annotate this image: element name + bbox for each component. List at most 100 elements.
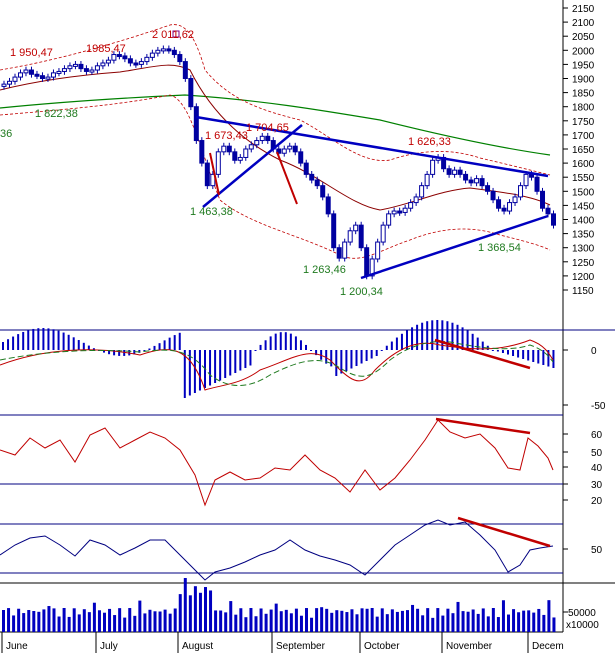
volume-bar [173, 608, 177, 632]
volume-bar [330, 612, 334, 632]
macd-bar [37, 328, 40, 350]
macd-bar [335, 350, 338, 376]
macd-bar [168, 337, 171, 350]
macd-bar [113, 350, 116, 356]
candle [540, 187, 546, 212]
price-tick-label: 1700 [572, 131, 595, 142]
volume-bar [289, 613, 293, 632]
macd-bar [138, 350, 141, 353]
candle [1, 80, 7, 90]
candle [523, 170, 529, 190]
peak-marker [172, 30, 180, 38]
macd-bar [198, 350, 201, 391]
volume-bar [284, 609, 288, 632]
macd-bar [496, 350, 499, 352]
candle [34, 70, 40, 80]
month-label: Decem [532, 641, 564, 652]
volume-bar [416, 608, 420, 632]
macd-bar [507, 350, 509, 355]
macd-bar [148, 348, 151, 350]
volume-bar [158, 611, 162, 632]
volume-bar [42, 609, 46, 632]
volume-bar [451, 613, 455, 632]
candle [419, 182, 425, 201]
macd-bar [224, 350, 227, 378]
candle [12, 73, 18, 85]
macd-bar [436, 320, 439, 350]
candle [375, 238, 381, 263]
candle [111, 51, 117, 64]
candle [133, 59, 139, 68]
volume-bar [178, 594, 182, 632]
price-tick-label: 2150 [572, 4, 595, 15]
macd-bar [62, 332, 65, 350]
candle [281, 145, 287, 157]
macd-bar [289, 333, 292, 350]
candle [127, 55, 133, 67]
price-tick-label: 2000 [572, 46, 595, 57]
volume-bar [113, 615, 117, 632]
macd-bar [229, 350, 232, 376]
candle [221, 142, 227, 156]
candle [501, 204, 507, 215]
macd-bar [421, 322, 424, 350]
volume-bar [254, 616, 258, 632]
candle [298, 148, 304, 167]
macd-bar [456, 324, 459, 350]
macd-bar [163, 340, 166, 350]
macd-bar [491, 350, 494, 351]
macd-bar [380, 350, 383, 351]
volume-bar [335, 610, 339, 632]
volume-bar [507, 614, 510, 632]
volume-bar [406, 610, 409, 632]
candle [336, 244, 342, 262]
volume-bar [294, 608, 298, 632]
volume-bar [512, 609, 516, 632]
volume-bar [133, 615, 137, 632]
candle [105, 56, 111, 67]
volume-bar [224, 612, 228, 632]
volume-bar [239, 608, 243, 632]
macd-bar [193, 350, 196, 393]
volume-bar [345, 612, 349, 632]
candle [314, 176, 320, 190]
macd-bar [299, 340, 302, 350]
volume-bar [395, 611, 399, 632]
volume-bar [315, 608, 319, 632]
candle [45, 73, 51, 82]
macd-bar [244, 350, 247, 368]
candle [303, 159, 309, 178]
indicator-tick-label: 50 [591, 545, 603, 556]
macd-bar [234, 350, 237, 373]
volume-bar [522, 610, 526, 632]
month-label: July [100, 641, 118, 652]
volume-bar [476, 613, 480, 632]
macd-bar [395, 337, 398, 350]
macd-bar [173, 335, 176, 350]
candle [259, 132, 265, 144]
macd-bar [17, 334, 20, 350]
price-tick-label: 1600 [572, 159, 595, 170]
price-tick-label: 1500 [572, 187, 595, 198]
macd-bar [7, 339, 10, 350]
macd-bar [219, 350, 222, 381]
volume-bar [244, 617, 248, 632]
macd-bar [72, 337, 75, 350]
volume-bar [375, 616, 379, 632]
price-tick-label: 1900 [572, 75, 595, 86]
macd-bar [77, 340, 80, 350]
macd-bar [264, 340, 267, 350]
volume-bar [97, 610, 101, 632]
macd-bar [108, 350, 111, 355]
rsi-panel [0, 417, 554, 507]
month-label: November [446, 641, 493, 652]
price-candles [1, 30, 557, 280]
volume-bar [57, 616, 61, 632]
candle [144, 53, 150, 65]
volume-bar [481, 608, 485, 632]
macd-bar [249, 350, 252, 366]
volume-bar [441, 615, 445, 632]
volume-bar [108, 608, 112, 632]
macd-bar [451, 322, 454, 350]
